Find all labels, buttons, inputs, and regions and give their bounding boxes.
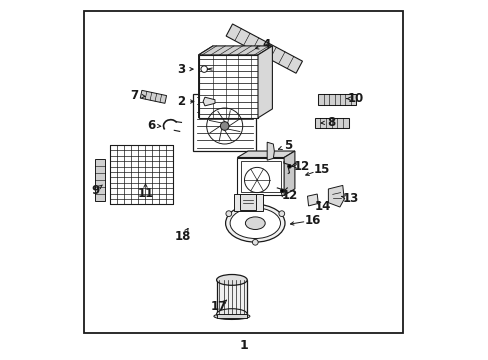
Circle shape: [201, 66, 207, 72]
Text: 13: 13: [342, 192, 358, 205]
Text: 12: 12: [293, 160, 309, 173]
Polygon shape: [203, 97, 215, 106]
Ellipse shape: [216, 274, 247, 285]
Text: 7: 7: [130, 89, 139, 102]
Text: 11: 11: [137, 187, 153, 200]
Text: 4: 4: [262, 39, 270, 51]
Ellipse shape: [225, 204, 285, 242]
Bar: [84, 11, 402, 333]
Text: 3: 3: [177, 63, 185, 76]
Polygon shape: [314, 118, 348, 128]
Text: 9: 9: [91, 184, 99, 197]
Polygon shape: [193, 94, 256, 151]
Circle shape: [220, 122, 228, 130]
Ellipse shape: [245, 217, 264, 230]
Text: 14: 14: [314, 201, 330, 213]
Text: 8: 8: [326, 116, 334, 129]
Text: 10: 10: [347, 92, 364, 105]
Polygon shape: [198, 46, 213, 118]
Circle shape: [225, 211, 231, 216]
Ellipse shape: [216, 309, 247, 320]
Polygon shape: [284, 151, 294, 195]
Polygon shape: [198, 55, 258, 118]
Polygon shape: [237, 151, 294, 158]
Polygon shape: [258, 46, 272, 118]
Circle shape: [287, 165, 291, 168]
Bar: [216, 314, 247, 318]
Circle shape: [280, 189, 284, 193]
Text: 1: 1: [239, 339, 247, 352]
Text: 16: 16: [304, 214, 321, 227]
Polygon shape: [225, 24, 302, 73]
Bar: [233, 194, 262, 211]
Polygon shape: [328, 185, 344, 207]
Polygon shape: [266, 142, 274, 160]
Polygon shape: [95, 159, 105, 201]
Circle shape: [278, 211, 284, 216]
Polygon shape: [198, 46, 272, 55]
Text: 5: 5: [283, 139, 291, 152]
Text: 15: 15: [313, 163, 329, 176]
Circle shape: [252, 239, 258, 245]
Text: 2: 2: [177, 95, 185, 108]
Ellipse shape: [230, 208, 280, 238]
Polygon shape: [140, 90, 166, 103]
Ellipse shape: [213, 313, 249, 320]
Text: 6: 6: [146, 119, 155, 132]
Polygon shape: [307, 194, 318, 206]
Bar: [110, 145, 173, 204]
Bar: [241, 161, 280, 192]
Text: 12: 12: [281, 189, 297, 202]
Polygon shape: [318, 94, 356, 105]
Text: 18: 18: [174, 230, 190, 243]
Bar: [240, 194, 256, 210]
Text: 17: 17: [211, 300, 227, 313]
Polygon shape: [237, 158, 284, 195]
Bar: [216, 280, 247, 314]
